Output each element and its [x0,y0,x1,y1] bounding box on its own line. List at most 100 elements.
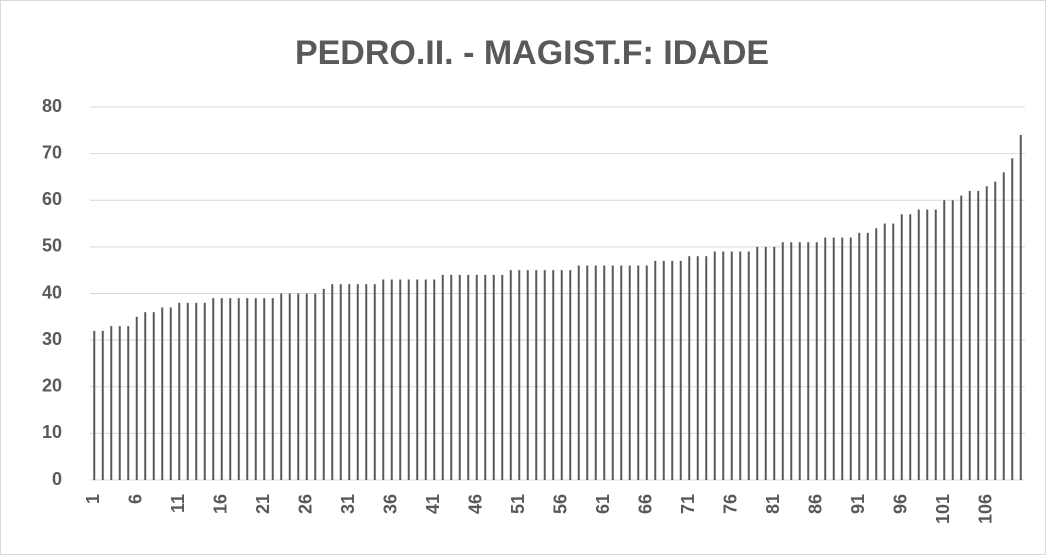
bar [781,242,784,480]
bar [662,260,665,480]
y-tick-label: 40 [42,282,62,302]
y-tick-label: 60 [42,189,62,209]
bar [951,200,954,480]
bar [348,284,351,480]
bar [841,237,844,480]
bar [263,298,266,480]
bar [186,302,189,480]
bar [934,209,937,480]
x-tick-label: 36 [381,494,401,514]
bar [254,298,257,480]
bar [339,284,342,480]
bar [679,260,682,480]
y-tick-label: 80 [42,96,62,116]
bar [135,316,138,480]
bar [705,256,708,480]
bar [569,270,572,480]
bar [866,232,869,480]
x-tick-label: 96 [891,494,911,514]
bar [433,279,436,480]
bar [594,265,597,480]
bar [441,274,444,480]
bar [611,265,614,480]
x-tick-label: 71 [678,494,698,514]
bar [637,265,640,480]
x-tick-label: 46 [466,494,486,514]
chart-title: PEDRO.II. - MAGIST.F: IDADE [295,34,769,72]
x-tick-label: 21 [253,494,273,514]
bar [722,251,725,480]
bar [212,298,215,480]
bar [288,293,291,480]
bar [271,298,274,480]
x-tick-label: 26 [296,494,316,514]
bar [322,288,325,480]
bar [492,274,495,480]
y-tick-label: 30 [42,329,62,349]
bar [917,209,920,480]
bar [424,279,427,480]
bar [93,330,96,480]
bar [382,279,385,480]
bar [373,284,376,480]
bar [747,251,750,480]
bar [586,265,589,480]
bar [127,326,130,480]
bar [458,274,461,480]
bar [356,284,359,480]
bar [475,274,478,480]
bar [926,209,929,480]
x-tick-label: 56 [551,494,571,514]
bar [849,237,852,480]
x-tick-label: 41 [423,494,443,514]
bar [237,298,240,480]
bar [518,270,521,480]
x-tick-label: 91 [848,494,868,514]
bar [297,293,300,480]
bar [178,302,181,480]
bar [535,270,538,480]
bar [807,242,810,480]
bar [739,251,742,480]
bar [195,302,198,480]
bar [365,284,368,480]
bar [756,246,759,480]
bar [1019,134,1022,480]
x-tick-label: 66 [636,494,656,514]
y-tick-label: 20 [42,376,62,396]
x-tick-label: 51 [508,494,528,514]
bar [620,265,623,480]
x-tick-label: 101 [933,494,953,524]
x-tick-label: 6 [126,494,146,504]
bar [654,260,657,480]
bar [713,251,716,480]
bar [764,246,767,480]
bar [229,298,232,480]
bar [501,274,504,480]
bar [305,293,308,480]
bar [399,279,402,480]
bar [552,270,555,480]
x-tick-label: 81 [763,494,783,514]
x-tick-label: 31 [338,494,358,514]
x-tick-label: 11 [168,494,188,513]
bar [577,265,580,480]
bar [909,214,912,481]
bar [883,223,886,480]
bar [203,302,206,480]
bar [169,307,172,480]
bar [858,232,861,480]
bar [416,279,419,480]
bar [161,307,164,480]
bar [220,298,223,480]
bar [1002,172,1005,480]
bar [900,214,903,481]
x-tick-label: 1 [83,494,103,504]
x-tick-label: 106 [976,494,996,524]
bar [509,270,512,480]
bar [280,293,283,480]
x-tick-label: 16 [211,494,231,514]
bar [543,270,546,480]
